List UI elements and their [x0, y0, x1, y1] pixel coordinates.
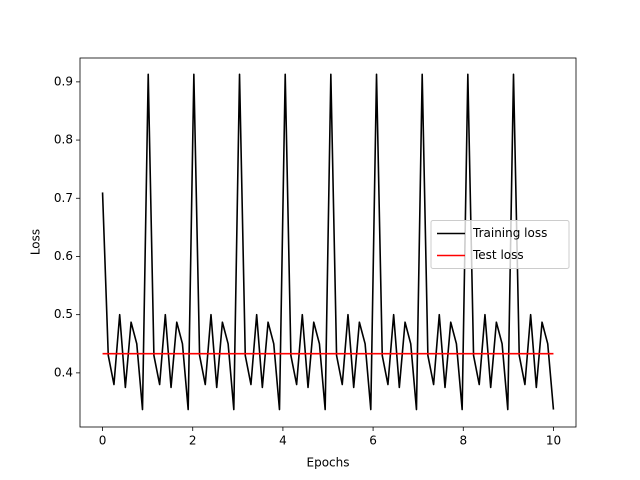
legend-label: Training loss: [472, 226, 547, 240]
y-tick-label: 0.5: [54, 307, 73, 321]
x-axis-label: Epochs: [307, 456, 350, 470]
x-tick-label: 10: [546, 434, 561, 448]
series-line: [101, 73, 555, 411]
plot-frame: [79, 57, 577, 428]
x-tick-label: 0: [99, 434, 107, 448]
x-tick-label: 6: [369, 434, 377, 448]
x-tick-label: 8: [459, 434, 467, 448]
y-tick-label: 0.6: [54, 249, 73, 263]
y-tick-label: 0.4: [54, 365, 73, 379]
legend-box: [430, 220, 570, 269]
legend-label: Test loss: [472, 248, 524, 262]
y-tick-label: 0.8: [54, 133, 73, 147]
x-tick-label: 2: [189, 434, 197, 448]
y-tick-label: 0.7: [54, 191, 73, 205]
x-tick-label: 4: [279, 434, 287, 448]
y-tick-label: 0.9: [54, 74, 73, 88]
y-axis-label: Loss: [29, 229, 43, 255]
